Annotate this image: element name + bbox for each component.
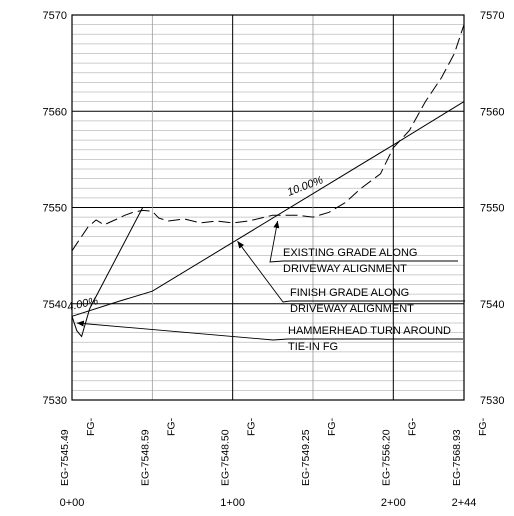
- y-tick-label-left: 7550: [43, 203, 67, 215]
- finish-grade-line-2: [71, 207, 144, 338]
- station-fg-label: FG-: [165, 417, 177, 436]
- annotation-text: DRIVEWAY ALIGNMENT: [283, 263, 407, 275]
- grade-label: 10.00%: [286, 174, 325, 199]
- y-tick-label-left: 7540: [43, 299, 67, 311]
- x-tick-label: 2+00: [381, 497, 406, 509]
- station-fg-label: FG-: [477, 417, 489, 436]
- y-tick-label-right: 7530: [480, 395, 504, 407]
- station-fg-label: FG-: [246, 417, 258, 436]
- y-tick-label-right: 7550: [480, 203, 504, 215]
- y-tick-label-right: 7560: [480, 106, 504, 118]
- station-fg-label: FG-: [326, 417, 338, 436]
- annotation-text: FINISH GRADE ALONG: [290, 287, 409, 299]
- x-tick-label: 2+44: [452, 497, 477, 509]
- existing-grade-line: [71, 24, 465, 252]
- station-fg-label: FG-: [85, 417, 97, 436]
- annotation-text: EXISTING GRADE ALONG: [283, 247, 417, 259]
- station-eg-label: EG-7556.20: [380, 429, 392, 486]
- annotation-text: TIE-IN FG: [288, 341, 338, 353]
- station-eg-label: EG-7548.50: [220, 429, 232, 486]
- plot-series: [71, 24, 465, 338]
- station-labels: EG-7545.49 FG- EG-7548.59 FG- EG-7548.50 FG- E…: [59, 417, 489, 486]
- finish-grade-line-1: [71, 101, 465, 317]
- x-tick-label: 1+00: [220, 497, 245, 509]
- y-tick-label-right: 7570: [480, 10, 504, 22]
- annotation-leader: [76, 320, 289, 341]
- grid: [71, 14, 464, 401]
- plot-frame: [71, 14, 465, 401]
- annotation-text: DRIVEWAY ALIGNMENT: [290, 303, 414, 315]
- y-tick-label-right: 7540: [480, 299, 504, 311]
- annotation-leader: [237, 240, 291, 303]
- station-eg-label: EG-7568.93: [451, 429, 463, 486]
- x-tick-label: 0+00: [60, 497, 85, 509]
- station-eg-label: EG-7549.25: [300, 429, 312, 486]
- y-tick-label-left: 7570: [43, 10, 67, 22]
- annotation-leader: [269, 220, 284, 263]
- annotation-text: HAMMERHEAD TURN AROUND: [288, 325, 451, 337]
- station-fg-label: FG-: [406, 417, 418, 436]
- y-tick-label-left: 7530: [43, 395, 67, 407]
- grade-label: 4.00%: [66, 295, 99, 313]
- annotations: 10.00% 4.00% EXISTING GRADE ALONG DRIVEWAY …: [66, 174, 465, 353]
- station-eg-label: EG-7545.49: [59, 429, 71, 486]
- y-tick-label-left: 7560: [43, 106, 67, 118]
- axes: 7530 7530 7540 7540 7550 7550 7560 7560 7570 7570…: [43, 10, 505, 509]
- station-eg-label: EG-7548.59: [139, 429, 151, 486]
